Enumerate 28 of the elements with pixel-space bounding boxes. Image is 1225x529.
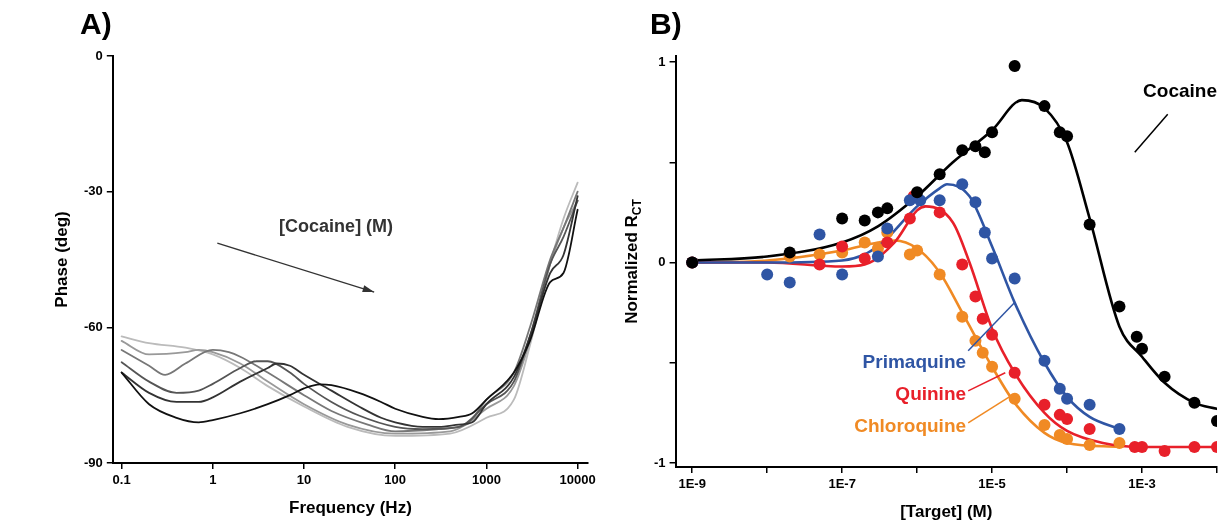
y-axis-title: Phase (deg): [51, 211, 71, 308]
chart-title: A): [80, 7, 112, 41]
y-tick-label: 0: [658, 254, 666, 270]
x-tick-label: 10: [296, 472, 312, 488]
annotation: [Cocaine] (M): [279, 215, 394, 236]
text: Cocaine: [1143, 80, 1217, 102]
x-tick-label: 0.1: [112, 472, 131, 488]
x-tick-label: 1E-3: [1128, 476, 1156, 492]
y-tick-label: 1: [658, 53, 666, 69]
text: Chloroquine: [854, 415, 967, 437]
y-tick-label: -60: [83, 318, 103, 334]
y-tick-label: -1: [654, 454, 666, 470]
y-axis-title: Normalized RCT: [621, 198, 645, 324]
x-tick-label: 100: [384, 472, 407, 488]
x-tick-label: 1E-5: [978, 476, 1006, 492]
y-tick-label: 0: [95, 47, 103, 63]
text: Primaquine: [862, 350, 967, 372]
x-axis-title: [Target] (M): [900, 502, 993, 522]
x-tick-label: 10000: [559, 472, 596, 488]
y-tick-label: -30: [83, 183, 103, 199]
x-tick-label: 1: [209, 472, 217, 488]
y-tick-label: -90: [83, 454, 103, 470]
legend-label: Quinine: [895, 383, 967, 405]
x-tick-label: 1000: [471, 472, 501, 488]
x-tick-label: 1E-7: [828, 476, 856, 492]
x-axis-title: Frequency (Hz): [289, 498, 412, 518]
chart-title: B): [650, 7, 682, 41]
x-tick-label: 1E-9: [678, 476, 706, 492]
